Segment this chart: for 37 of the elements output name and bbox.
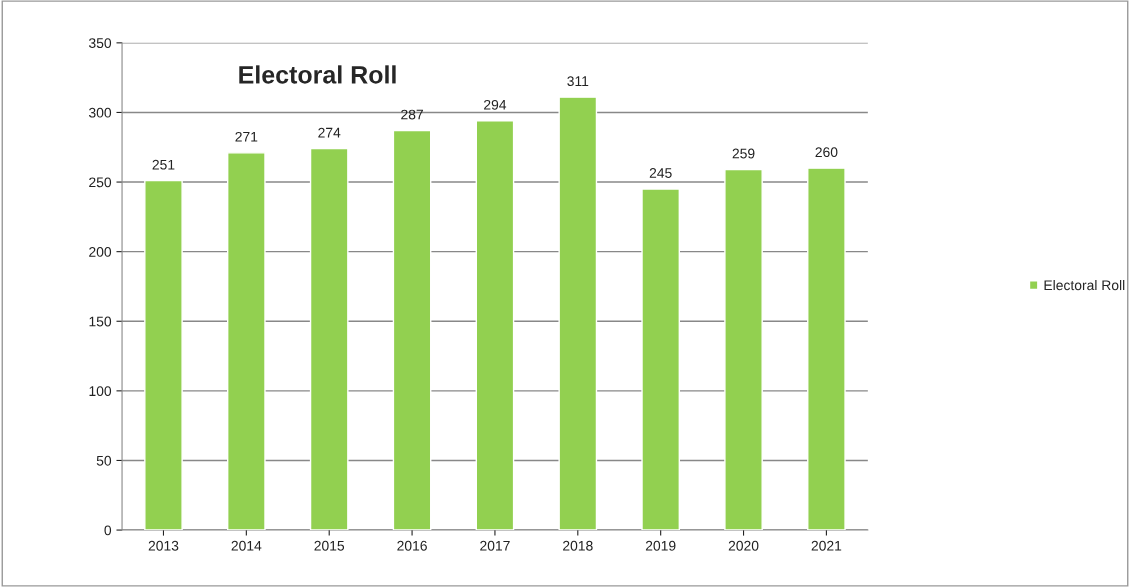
y-tick-label: 350 (88, 38, 112, 49)
x-tick-label: 2015 (314, 540, 345, 551)
x-tick-label: 2018 (563, 540, 593, 551)
data-label: 311 (567, 76, 589, 87)
bar (641, 188, 681, 531)
y-tick-label: 200 (89, 246, 112, 257)
data-label: 294 (484, 99, 507, 110)
bar (558, 96, 598, 531)
data-label: 260 (815, 147, 838, 158)
x-tick-label: 2013 (148, 540, 179, 551)
bar (144, 179, 183, 531)
x-tick-label: 2017 (480, 540, 510, 551)
data-label: 259 (732, 148, 755, 159)
x-tick-label: 2016 (397, 540, 427, 551)
y-tick-label: 50 (96, 455, 112, 466)
text: Electoral Roll (239, 65, 396, 84)
y-tick-label: 300 (88, 107, 112, 118)
y-tick-label: 100 (89, 386, 112, 397)
x-tick-label: 2014 (231, 540, 262, 551)
bar (392, 129, 432, 531)
data-label: 245 (649, 168, 672, 178)
y-tick-label: 0 (104, 525, 112, 536)
bar (309, 147, 349, 531)
data-label: 274 (318, 127, 341, 138)
data-label: 287 (401, 109, 423, 120)
data-label: 271 (235, 131, 258, 142)
bar (227, 152, 266, 531)
x-tick-label: 2020 (728, 540, 759, 551)
legend-label: Electoral Roll (1044, 279, 1125, 291)
x-tick-label: 2021 (811, 540, 842, 551)
x-tick-label: 2019 (645, 540, 676, 551)
bar (807, 167, 846, 531)
y-tick-label: 150 (89, 316, 112, 327)
data-label: 251 (152, 159, 175, 170)
bar (724, 168, 763, 531)
y-tick-label: 250 (89, 177, 112, 188)
bar (475, 120, 515, 531)
